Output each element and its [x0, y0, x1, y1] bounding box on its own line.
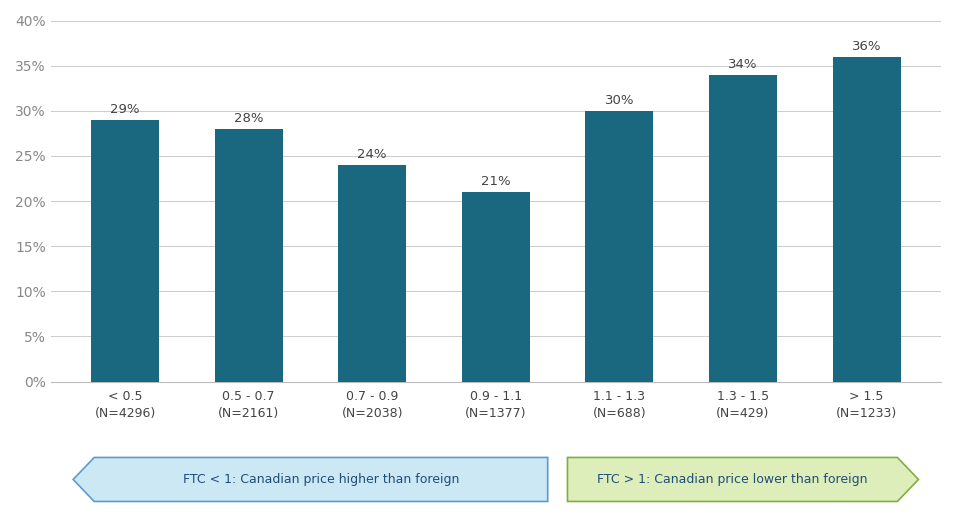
Text: FTC < 1: Canadian price higher than foreign: FTC < 1: Canadian price higher than fore… [183, 473, 459, 486]
Bar [91, 120, 159, 381]
Bar [709, 74, 777, 381]
Text: 30%: 30% [604, 94, 634, 107]
Text: 36%: 36% [852, 40, 881, 53]
Text: 29%: 29% [110, 103, 140, 116]
Bar [462, 192, 530, 381]
Bar [215, 129, 283, 381]
Bar [585, 111, 653, 381]
Text: 34%: 34% [728, 58, 758, 71]
Text: 28%: 28% [234, 112, 264, 125]
Text: 21%: 21% [481, 176, 511, 189]
Bar [338, 165, 406, 381]
Bar [833, 57, 901, 381]
Text: FTC > 1: Canadian price lower than foreign: FTC > 1: Canadian price lower than forei… [598, 473, 868, 486]
Text: 24%: 24% [358, 148, 387, 161]
